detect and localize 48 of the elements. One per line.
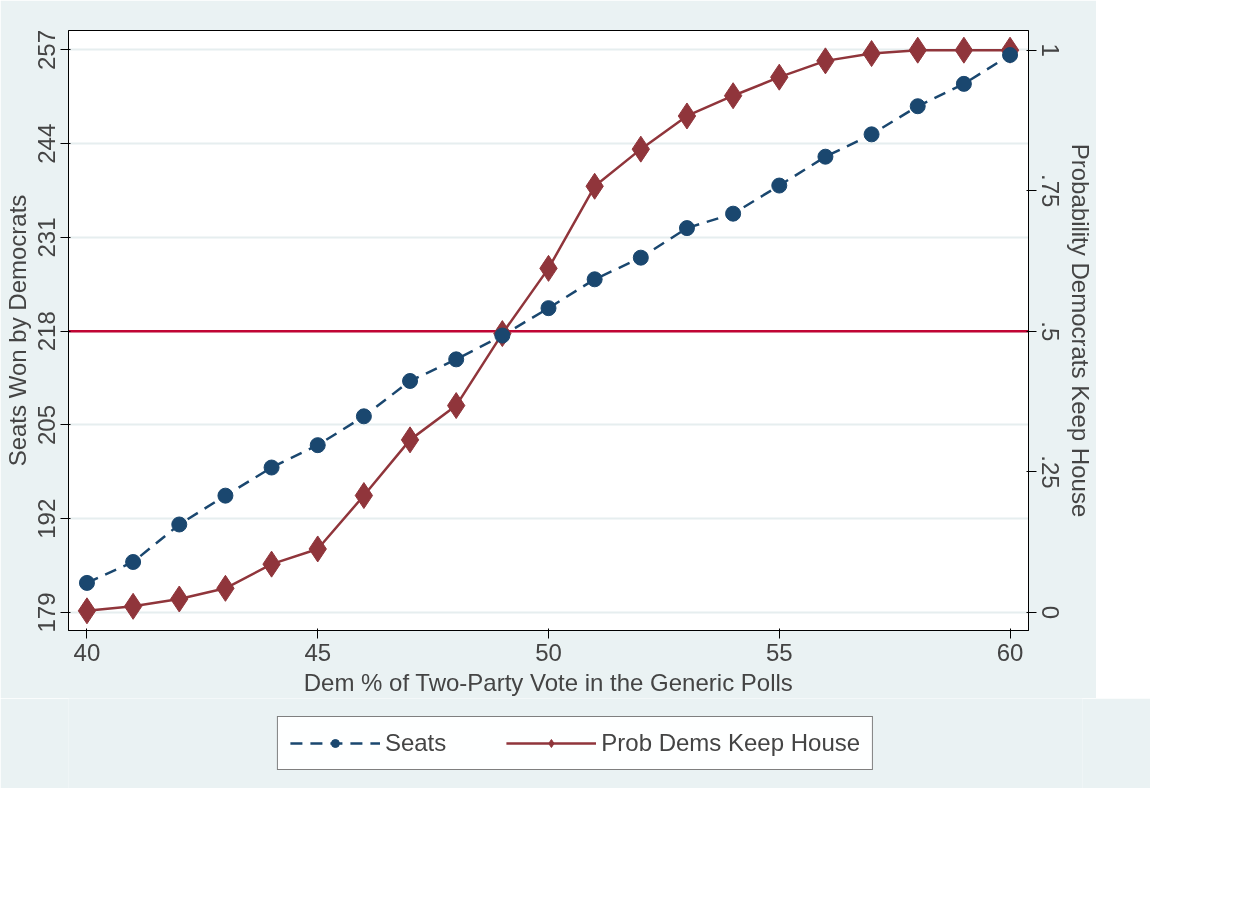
point [955, 75, 972, 92]
y2-tick-label: .25 [1036, 455, 1064, 489]
point [909, 98, 926, 115]
point [402, 373, 419, 389]
point [355, 408, 372, 425]
point [586, 271, 603, 288]
point [954, 36, 974, 64]
point [723, 82, 743, 110]
y2-tick-label: .5 [1036, 321, 1064, 342]
legend-label: Prob Dems Keep House [601, 729, 861, 757]
x-tick-label: 60 [996, 638, 1024, 666]
y2-tick-label: 0 [1036, 605, 1064, 620]
y-tick-label: 231 [33, 217, 61, 258]
point [632, 249, 649, 266]
point [863, 126, 880, 143]
y-tick-label: 218 [33, 311, 61, 352]
x-axis-title: Dem % of Two-Party Vote in the Generic Polls [303, 668, 793, 696]
point [817, 148, 834, 165]
point [448, 351, 465, 368]
point [354, 482, 374, 510]
y-tick-label: 257 [33, 29, 61, 70]
y-tick-label: 179 [33, 592, 61, 633]
y-tick-label: 192 [33, 498, 61, 539]
point [678, 220, 695, 237]
point [263, 459, 280, 476]
x-tick-label: 40 [73, 638, 101, 666]
point [540, 300, 557, 317]
y-axis-title: Seats Won by Democrats [3, 194, 31, 467]
point [123, 592, 143, 620]
y2-tick-label: .75 [1036, 174, 1064, 208]
x-tick-label: 50 [535, 638, 562, 666]
point [77, 597, 97, 625]
point [78, 574, 95, 591]
y-tick-label: 244 [33, 123, 61, 164]
legend-label: Seats [384, 729, 447, 757]
x-tick-label: 45 [304, 638, 332, 666]
point [217, 487, 234, 504]
point [309, 437, 326, 454]
point [677, 102, 697, 130]
point [125, 554, 142, 570]
y2-tick-label: 1 [1036, 43, 1064, 57]
point [400, 426, 420, 454]
y-tick-label: 205 [33, 404, 61, 445]
point [171, 516, 188, 533]
x-tick-label: 55 [765, 638, 793, 666]
point [725, 205, 742, 222]
y2-axis-title: Probability Democrats Keep House [1066, 143, 1094, 518]
point [771, 177, 788, 194]
